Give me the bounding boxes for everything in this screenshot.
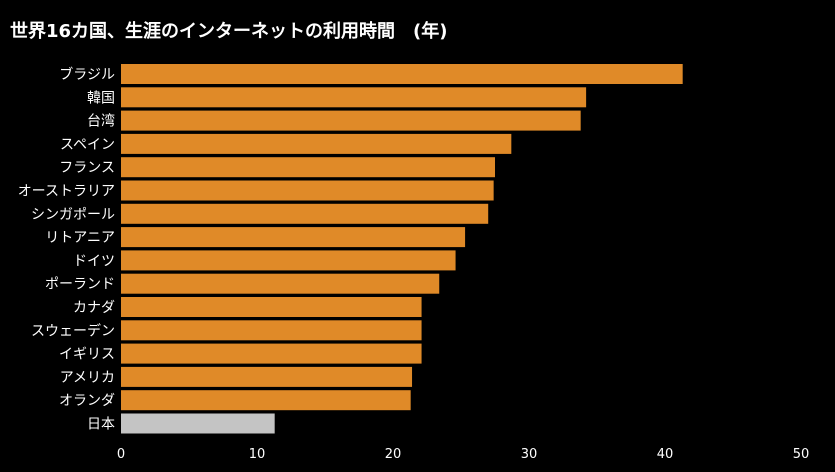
bar-4 bbox=[121, 157, 495, 178]
bar-3 bbox=[121, 133, 512, 154]
category-label-3: スペイン bbox=[60, 137, 115, 153]
category-label-7: リトアニア bbox=[45, 230, 115, 246]
bar-13 bbox=[121, 366, 413, 387]
category-label-14: オランダ bbox=[59, 393, 115, 409]
bar-7 bbox=[121, 227, 466, 248]
bar-6 bbox=[121, 203, 489, 224]
chart-title: 世界16カ国、生涯のインターネットの利用時間 (年) bbox=[10, 21, 448, 42]
x-axis-ticks: 0 10 20 30 40 50 bbox=[117, 447, 809, 462]
category-label-5: オーストラリア bbox=[18, 184, 115, 200]
category-label-4: フランス bbox=[59, 160, 115, 176]
bar-1 bbox=[121, 87, 587, 108]
bar-12 bbox=[121, 343, 422, 364]
category-label-13: アメリカ bbox=[60, 370, 115, 386]
x-tick-label-1: 10 bbox=[249, 447, 266, 462]
category-label-2: 台湾 bbox=[87, 113, 115, 130]
x-tick-label-0: 0 bbox=[117, 447, 125, 462]
bar-10 bbox=[121, 297, 422, 317]
bar-14 bbox=[121, 390, 411, 411]
category-labels: ブラジル韓国台湾スペインフランスオーストラリアシンガポールリトアニアドイツポーラ… bbox=[18, 66, 115, 433]
x-tick-label-3: 30 bbox=[521, 447, 538, 462]
bar-0 bbox=[121, 64, 683, 84]
category-label-6: シンガポール bbox=[31, 207, 115, 223]
category-label-10: カナダ bbox=[73, 300, 115, 316]
bar-11 bbox=[121, 320, 422, 341]
category-label-11: スウェーデン bbox=[31, 322, 115, 339]
bar-8 bbox=[121, 250, 456, 271]
bar-9 bbox=[121, 273, 440, 294]
bar-2 bbox=[121, 110, 581, 131]
bars-layer bbox=[121, 64, 683, 434]
x-tick-label-2: 20 bbox=[385, 447, 402, 462]
x-tick-label-5: 50 bbox=[793, 447, 810, 462]
category-label-0: ブラジル bbox=[59, 66, 115, 83]
category-label-12: イギリス bbox=[59, 347, 115, 363]
bar-5 bbox=[121, 180, 494, 201]
x-tick-label-4: 40 bbox=[657, 447, 674, 462]
category-label-9: ポーランド bbox=[45, 277, 115, 293]
category-label-15: 日本 bbox=[87, 417, 115, 433]
bar-15 bbox=[121, 413, 275, 434]
category-label-8: ドイツ bbox=[73, 253, 115, 269]
category-label-1: 韓国 bbox=[87, 90, 115, 106]
